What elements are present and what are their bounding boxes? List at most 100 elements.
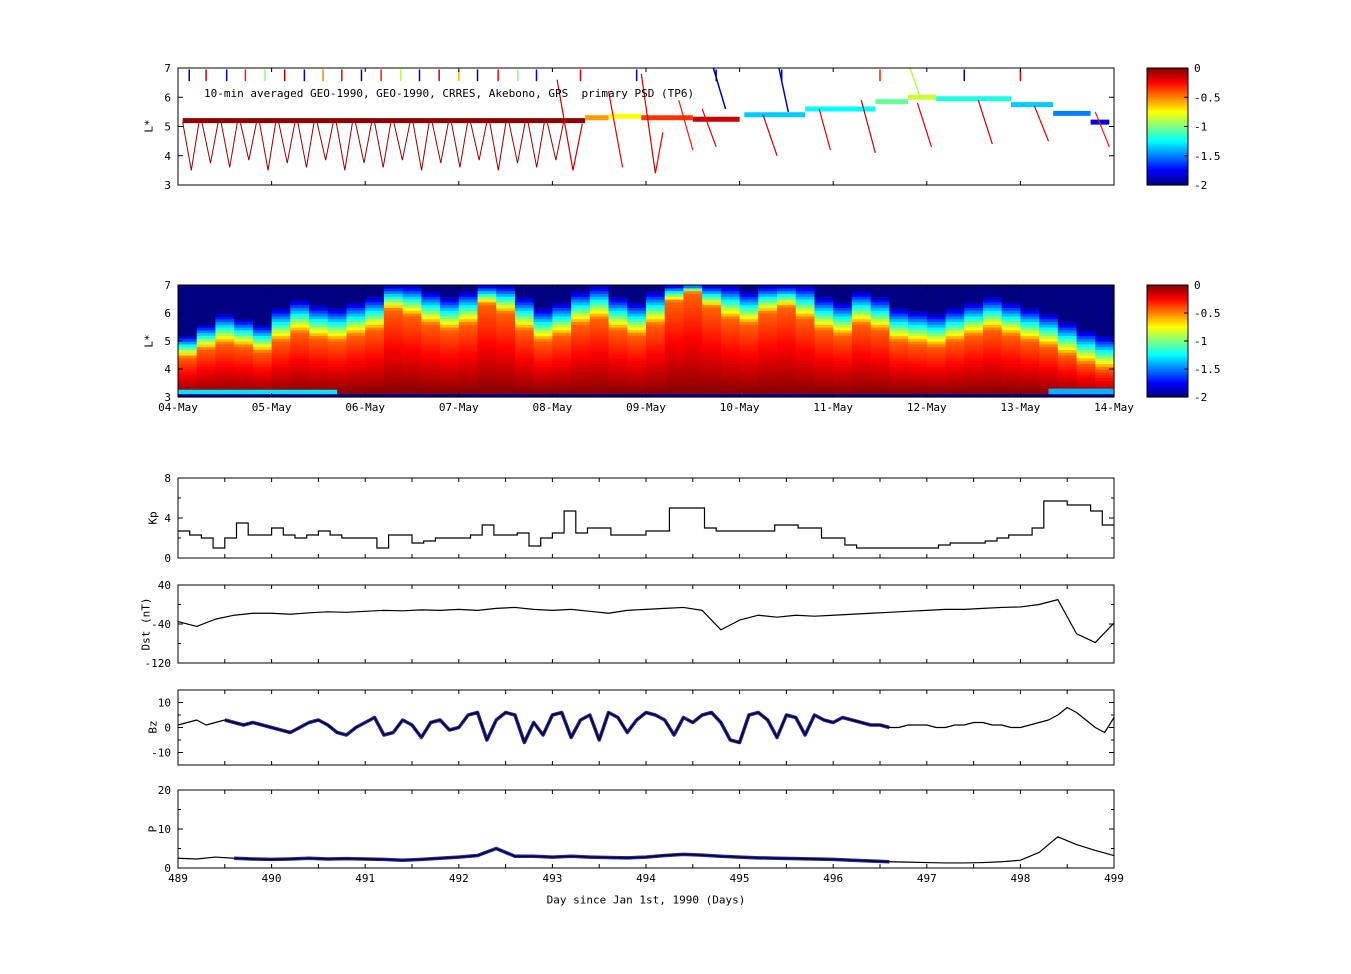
heatmap-cell: [777, 341, 797, 345]
heatmap-cell: [739, 307, 759, 311]
heatmap-cell: [571, 391, 591, 395]
heatmap-cell: [720, 304, 741, 308]
heatmap-cell: [683, 324, 703, 328]
heatmap-cell: [795, 352, 816, 356]
heatmap-cell: [421, 296, 441, 300]
heatmap-cell: [627, 383, 647, 387]
colorbar-cell: [1147, 146, 1188, 149]
heatmap-cell: [178, 341, 198, 345]
heatmap-cell: [477, 332, 497, 336]
heatmap-cell: [346, 293, 366, 297]
heatmap-cell: [1076, 383, 1096, 387]
heatmap-cell: [234, 335, 254, 339]
heatmap-cell: [514, 385, 535, 390]
heatmap-cell: [889, 296, 909, 300]
heatmap-cell: [496, 377, 516, 381]
heatmap-cell: [346, 363, 366, 367]
heatmap-cell: [777, 343, 797, 348]
heatmap-cell: [234, 380, 254, 384]
heatmap-cell: [1020, 321, 1040, 325]
heatmap-cell: [1076, 332, 1096, 336]
heatmap-cell: [683, 357, 703, 362]
heatmap-cell: [346, 310, 366, 314]
kp-ylabel: Kp: [146, 511, 160, 525]
heatmap-cell: [1020, 346, 1040, 350]
heatmap-cell: [608, 349, 628, 353]
colorbar-tick-label: 0: [1194, 62, 1201, 75]
heatmap-cell: [1039, 329, 1059, 334]
heatmap-cell: [702, 369, 722, 373]
colorbar-cell: [1147, 301, 1188, 305]
heatmap-cell: [365, 310, 385, 314]
heatmap-cell: [1039, 310, 1059, 314]
heatmap-cell: [402, 285, 422, 289]
heatmap-cell: [477, 304, 497, 308]
heatmap-cell: [870, 388, 890, 392]
heatmap-cell: [346, 352, 366, 356]
colorbar-cell: [1147, 335, 1188, 338]
heatmap-cell: [421, 388, 441, 392]
heatmap-cell: [514, 343, 535, 348]
heatmap-cell: [945, 301, 965, 306]
heatmap-cell: [252, 293, 273, 297]
heatmap-cell: [1020, 357, 1040, 362]
heatmap-cell: [514, 371, 535, 376]
heatmap-cell: [889, 318, 909, 322]
heatmap-cell: [795, 338, 816, 342]
heatmap-cell: [739, 338, 759, 342]
heatmap-cell: [683, 296, 703, 300]
heatmap-cell: [1095, 374, 1115, 378]
heatmap-cell: [1039, 341, 1059, 345]
colorbar-cell: [1147, 333, 1188, 336]
colorbar-cell: [1147, 183, 1188, 186]
heatmap-cell: [496, 380, 516, 384]
heatmap-cell: [758, 349, 778, 353]
heatmap-cell: [271, 304, 291, 308]
heatmap-cell: [383, 391, 404, 395]
heatmap-cell: [1076, 360, 1096, 364]
heatmap-cell: [664, 310, 685, 314]
heatmap-cell: [1039, 293, 1059, 297]
heatmap-cell: [627, 290, 647, 294]
heatmap-cell: [234, 343, 254, 348]
heatmap-cell: [608, 383, 628, 387]
heatmap-cell: [252, 335, 273, 339]
heatmap-cell: [496, 307, 516, 311]
heatmap-cell: [477, 324, 497, 328]
heatmap-cell: [964, 332, 984, 336]
heatmap-cell: [795, 341, 816, 345]
heatmap-cell: [833, 385, 853, 390]
heatmap-cell: [496, 318, 516, 322]
heatmap-cell: [271, 285, 291, 289]
heatmap-cell: [758, 290, 778, 294]
heatmap-cell: [926, 377, 947, 381]
heatmap-cell: [1095, 355, 1115, 359]
heatmap-cell: [739, 374, 759, 378]
heatmap-cell: [365, 315, 385, 320]
heatmap-cell: [758, 299, 778, 303]
heatmap-cell: [252, 313, 273, 317]
heatmap-cell: [477, 341, 497, 345]
heatmap-cell: [1057, 285, 1078, 289]
heatmap-cell: [720, 346, 741, 350]
heatmap-cell: [1057, 385, 1078, 390]
heatmap-cell: [327, 296, 348, 300]
heatmap-cell: [1039, 371, 1059, 376]
heatmap-cell: [683, 374, 703, 378]
colorbar-cell: [1147, 103, 1188, 106]
heatmap-cell: [608, 299, 628, 303]
heatmap-cell: [477, 310, 497, 314]
heatmap-cell: [964, 349, 984, 353]
heatmap-cell: [720, 380, 741, 384]
heatmap-cell: [178, 310, 198, 314]
heatmap-cell: [908, 385, 928, 390]
colorbar-cell: [1147, 342, 1188, 346]
heatmap-cell: [440, 360, 460, 364]
colorbar-cell: [1147, 367, 1188, 370]
heatmap-cell: [477, 318, 497, 322]
heatmap-cell: [851, 304, 872, 308]
heatmap-cell: [889, 383, 909, 387]
heatmap-cell: [346, 374, 366, 378]
heatmap-cell: [271, 335, 291, 339]
heatmap-cell: [309, 304, 329, 308]
